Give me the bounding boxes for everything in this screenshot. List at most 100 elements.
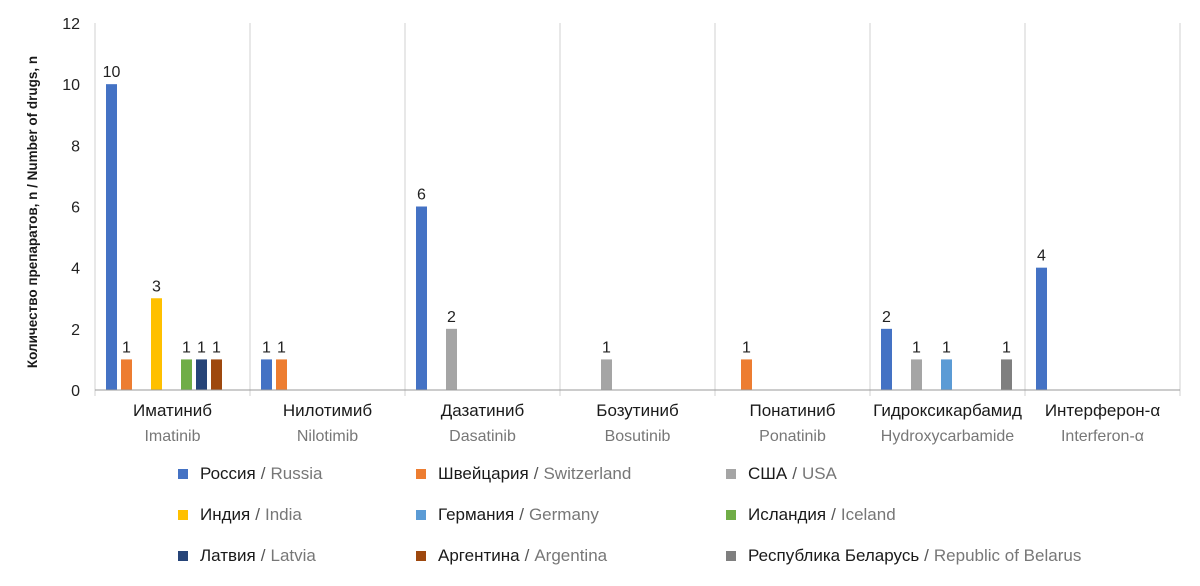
x-tick-label: Иматиниб — [133, 401, 212, 420]
x-tick-label-en: Imatinib — [144, 428, 200, 445]
legend-separator: / — [260, 546, 266, 565]
x-tick-label: Понатиниб — [749, 401, 835, 420]
bar — [601, 359, 612, 390]
x-tick-label-en: Ponatinib — [759, 428, 826, 445]
legend-label-en: Latvia — [270, 546, 316, 565]
data-label: 1 — [262, 339, 271, 356]
legend-label-en: USA — [801, 464, 837, 483]
x-tick-label: Гидроксикарбамид — [873, 401, 1022, 420]
bar — [196, 359, 207, 390]
category-separators — [94, 23, 1181, 396]
x-tick-label-en: Nilotimib — [297, 428, 358, 445]
data-label: 1 — [1002, 339, 1011, 356]
x-axis: Иматиниб Imatinib Нилотимиб Nilotimib Дазати… — [95, 389, 1180, 445]
data-label: 2 — [447, 309, 456, 326]
y-tick-label: 8 — [71, 138, 80, 155]
legend-separator: / — [524, 546, 530, 565]
data-label: 2 — [882, 309, 891, 326]
legend-item: Аргентина / Argentina — [416, 546, 607, 566]
y-tick-label: 12 — [62, 16, 80, 33]
data-label: 1 — [602, 339, 611, 356]
y-axis-title: Количество препаратов, n / Number of dru… — [25, 56, 40, 368]
legend-label-en: Germany — [528, 505, 599, 524]
data-label: 1 — [912, 339, 921, 356]
y-tick-label: 2 — [71, 322, 80, 339]
bar — [741, 359, 752, 390]
data-label: 1 — [942, 339, 951, 356]
legend-label: Индия — [200, 505, 251, 524]
legend-item: Германия / Germany — [416, 505, 599, 525]
bars — [106, 84, 1047, 391]
legend-swatch — [178, 469, 188, 479]
data-label: 4 — [1037, 248, 1046, 265]
y-tick-label: 4 — [71, 261, 80, 278]
legend-separator: / — [260, 464, 266, 483]
bar — [1001, 359, 1012, 390]
bar — [181, 359, 192, 390]
legend-separator: / — [924, 546, 929, 565]
legend-label-en: Switzerland — [543, 464, 632, 483]
x-tick-label-en: Interferon-α — [1061, 428, 1144, 445]
legend-label-en: India — [264, 505, 302, 524]
x-tick-label-en: Dasatinib — [449, 428, 516, 445]
bar — [261, 359, 272, 390]
legend-swatch — [416, 551, 426, 561]
legend-separator: / — [519, 505, 524, 524]
legend-label-en: Russia — [270, 464, 323, 483]
legend-swatch — [726, 510, 736, 520]
data-label: 1 — [122, 339, 131, 356]
y-tick-label: 0 — [71, 383, 80, 400]
bar — [211, 359, 222, 390]
legend-swatch — [178, 551, 188, 561]
y-tick-label: 6 — [71, 200, 80, 217]
legend-item: Республика Беларусь / Republic of Belarus — [726, 546, 1081, 566]
legend-label: США — [748, 464, 788, 483]
bar — [446, 328, 457, 390]
x-tick-label: Дазатиниб — [441, 401, 525, 420]
legend-label-en: Argentina — [534, 546, 608, 565]
data-label: 1 — [212, 339, 221, 356]
legend-item: Россия / Russia — [178, 464, 322, 484]
legend-label-en: Iceland — [840, 505, 896, 524]
x-tick-label: Нилотимиб — [283, 401, 372, 420]
bar — [1036, 267, 1047, 390]
legend-item: Швейцария / Switzerland — [416, 464, 631, 484]
legend-label: Аргентина — [438, 546, 520, 565]
data-label: 1 — [197, 339, 206, 356]
legend-swatch — [726, 469, 736, 479]
legend-swatch — [178, 510, 188, 520]
legend-swatch — [416, 469, 426, 479]
legend-swatch — [416, 510, 426, 520]
bar — [276, 359, 287, 390]
x-tick-label-en: Bosutinib — [605, 428, 671, 445]
data-label: 10 — [103, 64, 121, 81]
legend-label-en: Republic of Belarus — [933, 546, 1082, 565]
legend-label: Исландия — [748, 505, 827, 524]
bar — [121, 359, 132, 390]
legend-item: Латвия / Latvia — [178, 546, 316, 566]
bar — [881, 328, 892, 390]
data-label: 1 — [742, 339, 751, 356]
legend-item: Исландия / Iceland — [726, 505, 896, 525]
y-axis: 0 2 4 6 8 10 12 — [62, 16, 80, 400]
bar — [941, 359, 952, 390]
legend-label: Латвия — [200, 546, 256, 565]
x-tick-label: Бозутиниб — [596, 401, 679, 420]
legend-label: Республика Беларусь — [748, 546, 920, 565]
legend-swatch — [726, 551, 736, 561]
legend-label: Швейцария — [438, 464, 529, 483]
y-tick-label: 10 — [62, 77, 80, 94]
legend-separator: / — [255, 505, 260, 524]
data-label: 1 — [182, 339, 191, 356]
legend-label: Россия — [200, 464, 256, 483]
legend-item: США / USA — [726, 464, 837, 484]
bar — [151, 298, 162, 390]
bar — [911, 359, 922, 390]
data-label: 1 — [277, 339, 286, 356]
legend-label: Германия — [438, 505, 515, 524]
x-tick-label-en: Hydroxycarbamide — [881, 428, 1014, 445]
legend-separator: / — [533, 464, 539, 483]
legend-item: Индия / India — [178, 505, 302, 525]
